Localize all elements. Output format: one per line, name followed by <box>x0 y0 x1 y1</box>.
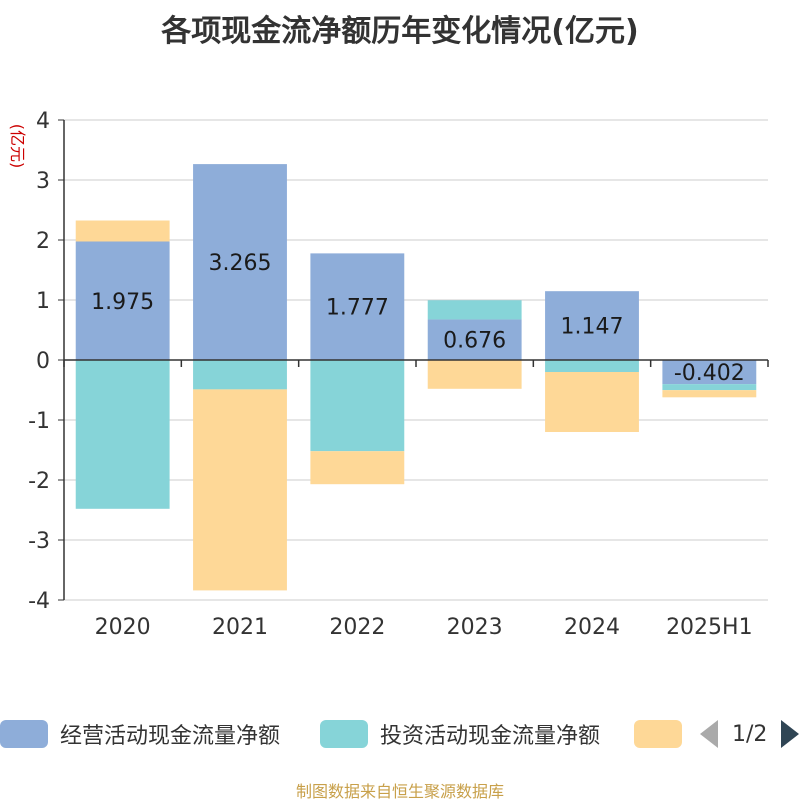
legend-swatch-operating <box>0 720 48 748</box>
y-tick-label: -4 <box>28 589 50 614</box>
legend-label-investing: 投资活动现金流量净额 <box>380 724 601 749</box>
y-tick-label: -2 <box>28 469 50 494</box>
bar-operating <box>662 360 757 385</box>
pager-text: 1/2 <box>732 721 768 747</box>
bar-investing <box>310 360 405 452</box>
bar-investing <box>427 300 522 320</box>
data-label: 1.975 <box>91 290 154 315</box>
bar-operating <box>427 319 522 360</box>
bar-investing <box>662 384 757 391</box>
legend-pager: 1/2 <box>700 716 800 752</box>
bar-financing <box>193 389 287 591</box>
data-label: 1.777 <box>326 296 389 321</box>
y-tick-label: 0 <box>36 349 50 374</box>
chart-title: 各项现金流净额历年变化情况(亿元) <box>161 14 639 49</box>
legend-swatch-investing <box>320 720 368 748</box>
y-tick-label: 2 <box>36 229 50 254</box>
x-tick-label: 2025H1 <box>666 615 753 640</box>
data-label: 0.676 <box>443 329 506 354</box>
bar-operating <box>75 241 170 360</box>
x-tick-label: 2024 <box>564 615 620 640</box>
y-tick-label: -3 <box>28 529 50 554</box>
legend-item-operating[interactable]: 经营活动现金流量净额 <box>0 716 280 752</box>
bar-financing <box>75 220 170 242</box>
y-tick-label: 4 <box>36 109 50 134</box>
bar-operating <box>545 291 639 360</box>
data-label: 1.147 <box>561 315 624 340</box>
pager-next-icon[interactable] <box>781 720 800 748</box>
y-tick-label: -1 <box>28 409 50 434</box>
y-tick-label: 3 <box>36 169 50 194</box>
data-label: -0.402 <box>674 361 745 386</box>
data-label: 3.265 <box>209 251 272 276</box>
y-axis-label: (亿元) <box>8 124 27 169</box>
legend-label-operating: 经营活动现金流量净额 <box>60 724 281 749</box>
legend-swatch-financing <box>634 720 682 748</box>
legend-item-investing[interactable]: 投资活动现金流量净额 <box>320 716 600 752</box>
bar-financing <box>427 360 522 389</box>
bar-financing <box>662 390 757 398</box>
source-note: 制图数据来自恒生聚源数据库 <box>295 782 504 801</box>
x-tick-label: 2020 <box>95 615 151 640</box>
bar-financing <box>310 451 405 485</box>
pager-prev-icon[interactable] <box>700 720 718 748</box>
legend-item-financing[interactable] <box>634 716 694 752</box>
bar-investing <box>193 360 287 390</box>
bar-investing <box>545 360 639 372</box>
x-tick-label: 2022 <box>329 615 385 640</box>
bar-operating <box>193 164 287 360</box>
chart-plot: 4 3 2 1 0 -1 -2 -3 -4 (亿元) 1.975 3.265 1.777 0.676 1.1… <box>8 109 769 640</box>
x-tick-label: 2023 <box>447 615 503 640</box>
bar-investing <box>75 360 170 509</box>
legend: 经营活动现金流量净额 投资活动现金流量净额 1/2 <box>0 716 800 756</box>
bar-financing <box>545 372 639 432</box>
x-tick-label: 2021 <box>212 615 268 640</box>
y-tick-label: 1 <box>36 289 50 314</box>
bar-operating <box>310 253 405 360</box>
